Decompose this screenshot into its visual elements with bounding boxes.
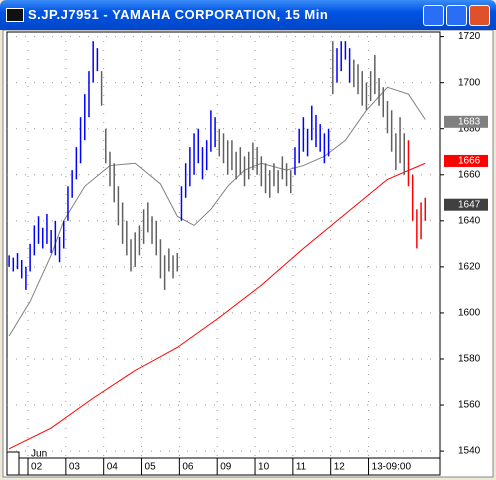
x-tick-label: 02 (31, 462, 43, 473)
x-tick-label: 06 (182, 462, 194, 473)
app-icon (6, 8, 24, 22)
y-tick-label: 1640 (458, 215, 481, 226)
x-tick-label: 05 (145, 462, 157, 473)
y-tick-label: 1720 (458, 31, 481, 42)
corner-box (6, 451, 20, 476)
month-label: Jun (31, 449, 47, 460)
y-tick-label: 1580 (458, 354, 481, 365)
maximize-button[interactable] (446, 5, 467, 26)
x-tick-label: 11 (296, 462, 307, 473)
y-tick-label: 1700 (458, 77, 481, 88)
price-tag (444, 115, 488, 128)
y-tick-label: 1560 (458, 400, 481, 411)
price-tag (444, 198, 488, 211)
moving-average (8, 162, 426, 450)
title-bar: S.JP.J7951 - YAMAHA CORPORATION, 15 Min (0, 0, 496, 30)
y-tick-label: 1680 (458, 123, 481, 134)
minimize-button[interactable] (423, 5, 444, 26)
x-tick-label: 10 (258, 462, 270, 473)
x-tick-label: 04 (107, 462, 119, 473)
x-tick-label: 09 (220, 462, 232, 473)
y-tick-label: 1660 (458, 169, 481, 180)
y-tick-label: 1600 (458, 308, 481, 319)
price-tag (444, 154, 488, 167)
x-tick-label: 12 (334, 462, 346, 473)
price-tag-label: 1683 (458, 116, 481, 127)
x-tick-label: 03 (69, 462, 81, 473)
plot-area (6, 31, 441, 459)
moving-average (8, 86, 426, 337)
price-tag-label: 1666 (458, 156, 481, 167)
close-button[interactable] (469, 5, 490, 26)
y-tick-label: 1540 (458, 446, 481, 457)
price-tag-label: 1647 (458, 199, 481, 210)
y-tick-label: 1620 (458, 262, 481, 273)
x-tick-label: 13-09:00 (372, 462, 412, 473)
window-title: S.JP.J7951 - YAMAHA CORPORATION, 15 Min (28, 7, 329, 22)
chart: 1540 1560 1580 1600 1620 1640 1660 1680 1700 1720… (2, 30, 494, 478)
